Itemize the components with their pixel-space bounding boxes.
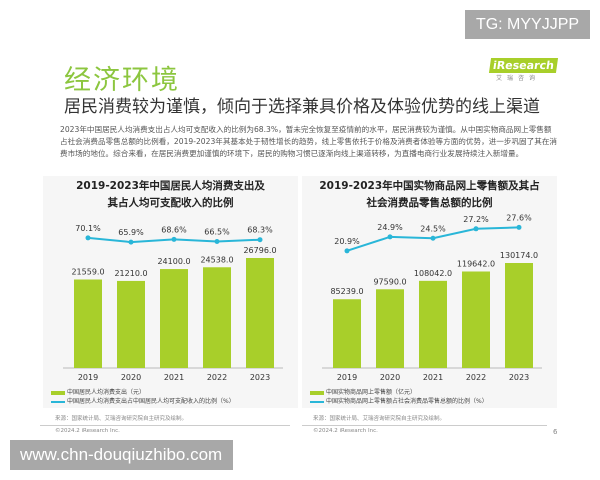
- line-swatch-icon: [310, 400, 324, 403]
- line-label: 68.3%: [247, 226, 273, 235]
- line-label: 24.9%: [377, 223, 403, 232]
- bar-label: 108042.0: [414, 269, 452, 278]
- line-label: 66.5%: [204, 228, 230, 237]
- chart-title-line2: 社会消费品零售总额的比例: [366, 197, 493, 209]
- chart-title-line1: 2019-2023年中国居民人均消费支出及: [76, 180, 265, 192]
- bar-2020: [117, 280, 145, 368]
- bar-label: 24100.0: [157, 257, 190, 266]
- ratio-point: [344, 248, 350, 254]
- chart-title-line1: 2019-2023年中国实物商品网上零售额及其占: [319, 180, 540, 192]
- copyright: ©2024.2 iResearch Inc.: [55, 428, 120, 434]
- x-tick-label: 2020: [121, 373, 141, 382]
- body-paragraph: 2023年中国居民人均消费支出占人均可支配收入的比例为68.3%，暂未完全恢复至…: [60, 125, 558, 158]
- legend-item-line: 中国居民人均消费支出占中国居民人均可支配收入的比例（%）: [51, 397, 235, 406]
- line-label: 24.5%: [420, 224, 446, 233]
- logo-text: iResearch: [488, 58, 558, 73]
- page-number: 6: [553, 428, 558, 436]
- x-tick-label: 2023: [250, 373, 270, 382]
- bar-swatch-icon: [51, 390, 65, 395]
- copyright: ©2024.2 iResearch Inc.: [313, 428, 378, 434]
- chart-consumption: 21559.0 2019 70.1% 21210.0 2020 65.9% 24100.0 2…: [63, 224, 283, 382]
- divider: [40, 425, 290, 426]
- x-tick-label: 2021: [423, 373, 443, 382]
- bar-2022: [203, 267, 231, 368]
- ratio-point: [516, 224, 522, 230]
- bar-label: 21559.0: [71, 267, 104, 276]
- bar-2021: [419, 280, 447, 368]
- ratio-point: [257, 237, 263, 243]
- page-subtitle: 居民消费较为谨慎，倾向于选择兼具价格及体验优势的线上渠道: [64, 97, 540, 117]
- bar-2022: [462, 271, 490, 368]
- ratio-point: [128, 239, 134, 245]
- chart-panel-consumption: 2019-2023年中国居民人均消费支出及 其占人均可支配收入的比例 21559.…: [43, 176, 298, 408]
- source-note: 来源：国家统计局、艾瑞咨询研究院自主研究及绘制。: [55, 416, 188, 422]
- legend-label: 中国居民人均消费支出占中国居民人均可支配收入的比例（%）: [67, 398, 235, 405]
- line-label: 65.9%: [118, 228, 144, 237]
- x-tick-label: 2019: [78, 373, 98, 382]
- line-label: 70.1%: [75, 224, 101, 233]
- line-swatch-icon: [51, 400, 65, 403]
- chart-title-line2: 其占人均可支配收入的比例: [107, 197, 234, 209]
- bar-2021: [160, 269, 188, 368]
- line-label: 68.6%: [161, 225, 187, 234]
- bar-label: 130174.0: [500, 251, 538, 260]
- bar-label: 21210.0: [114, 269, 147, 278]
- legend-item-bar: 中国实物商品网上零售额（亿元）: [310, 388, 488, 397]
- x-tick-label: 2022: [207, 373, 227, 382]
- bar-label: 26796.0: [243, 246, 276, 255]
- legend-item-bar: 中国居民人均消费支出（元）: [51, 388, 235, 397]
- x-tick-label: 2023: [509, 373, 529, 382]
- tg-watermark: TG: MYYJJPP: [465, 10, 590, 39]
- ratio-point: [387, 234, 393, 240]
- x-tick-label: 2022: [466, 373, 486, 382]
- legend-item-line: 中国实物商品网上零售额占社会消费品零售总额的比例（%）: [310, 397, 488, 406]
- ratio-point: [430, 235, 436, 241]
- ratio-point: [85, 235, 91, 241]
- divider: [302, 425, 547, 426]
- ratio-point: [473, 226, 479, 232]
- ratio-point: [171, 236, 177, 242]
- legend-label: 中国居民人均消费支出（元）: [67, 389, 146, 396]
- logo-subtext: 艾瑞咨询: [496, 75, 541, 82]
- chart-legend: 中国居民人均消费支出（元） 中国居民人均消费支出占中国居民人均可支配收入的比例（…: [51, 388, 235, 406]
- chart-legend: 中国实物商品网上零售额（亿元） 中国实物商品网上零售额占社会消费品零售总额的比例…: [310, 388, 488, 406]
- bar-2020: [376, 289, 404, 368]
- bar-label: 119642.0: [457, 259, 495, 268]
- bar-label: 85239.0: [330, 287, 363, 296]
- chart-title: 2019-2023年中国居民人均消费支出及 其占人均可支配收入的比例: [43, 178, 298, 212]
- source-note: 来源：国家统计局、艾瑞咨询研究院自主研究及绘制。: [313, 416, 446, 422]
- x-tick-label: 2019: [337, 373, 357, 382]
- bar-label: 24538.0: [200, 255, 233, 264]
- page-title: 经济环境: [64, 65, 180, 96]
- chart-title: 2019-2023年中国实物商品网上零售额及其占 社会消费品零售总额的比例: [302, 178, 557, 212]
- chart-online-retail: 85239.0 2019 20.9% 97590.0 2020 24.9% 108042.0…: [322, 213, 542, 382]
- bar-2023: [246, 258, 274, 368]
- x-tick-label: 2020: [380, 373, 400, 382]
- line-label: 27.2%: [463, 215, 489, 224]
- bar-2019: [333, 299, 361, 368]
- site-watermark: www.chn-douqiuzhibo.com: [10, 440, 233, 470]
- ratio-point: [214, 239, 220, 244]
- chart-panel-online-retail: 2019-2023年中国实物商品网上零售额及其占 社会消费品零售总额的比例 852…: [302, 176, 557, 408]
- legend-label: 中国实物商品网上零售额占社会消费品零售总额的比例（%）: [326, 398, 488, 405]
- x-tick-label: 2021: [164, 373, 184, 382]
- bar-label: 97590.0: [373, 277, 406, 286]
- legend-label: 中国实物商品网上零售额（亿元）: [326, 389, 417, 396]
- line-label: 20.9%: [334, 237, 360, 246]
- bar-2023: [505, 263, 533, 368]
- bar-swatch-icon: [310, 390, 324, 395]
- line-label: 27.6%: [506, 213, 532, 222]
- bar-2019: [74, 279, 102, 368]
- iresearch-logo: iResearch 艾瑞咨询: [488, 54, 558, 82]
